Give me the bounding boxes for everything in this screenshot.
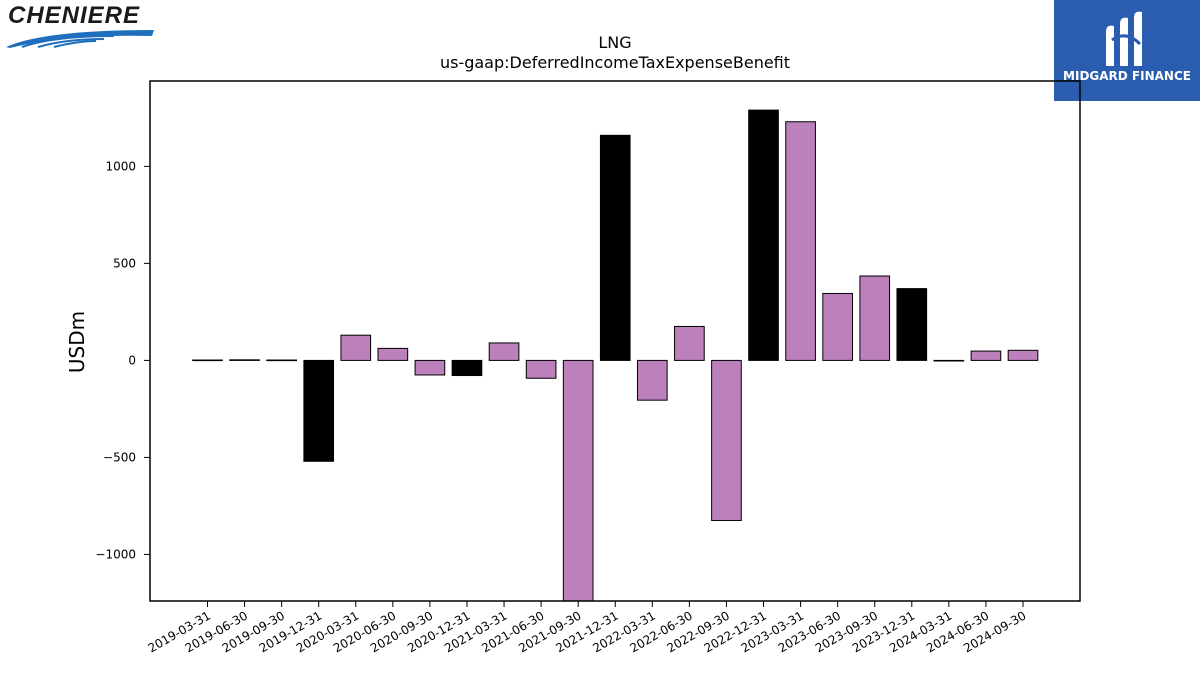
cheniere-swoosh-icon	[6, 30, 154, 48]
cheniere-logo: CHENIERE	[4, 2, 156, 52]
bar-2023-03-31	[785, 121, 816, 361]
cheniere-logo-text: CHENIERE	[8, 2, 141, 29]
y-axis-label: USDm	[65, 311, 89, 373]
bar-2020-03-31	[340, 334, 372, 361]
bar-2021-06-30	[525, 359, 557, 379]
bar-2024-03-31	[933, 359, 965, 362]
bars-group	[192, 109, 1039, 602]
bar-2019-12-31	[303, 359, 335, 462]
y-ticks-group: 1000 500 0 −500 −1000	[95, 159, 150, 561]
y-tick-label: 0	[128, 353, 136, 367]
bar-2023-09-30	[859, 275, 891, 361]
bar-2022-12-31	[748, 109, 779, 361]
y-tick-label: 1000	[105, 159, 136, 173]
bar-2024-06-30	[970, 350, 1002, 361]
chart-title: LNG	[598, 33, 631, 52]
bar-2024-09-30	[1007, 349, 1039, 361]
bar-2019-09-30	[266, 359, 297, 362]
bar-2021-09-30	[562, 359, 594, 602]
bar-2021-03-31	[488, 342, 520, 361]
y-tick-label: −500	[103, 450, 136, 464]
bar-2019-03-31	[192, 359, 223, 362]
bar-2023-12-31	[896, 288, 928, 361]
bar-2021-12-31	[599, 134, 631, 361]
bar-2020-06-30	[377, 347, 409, 361]
bar-2020-09-30	[414, 359, 446, 376]
bar-2023-06-30	[822, 292, 853, 361]
chart-subtitle: us-gaap:DeferredIncomeTaxExpenseBenefit	[440, 53, 790, 72]
plot-frame	[149, 80, 1081, 602]
x-ticks-group: 2019-03-312019-06-302019-09-302019-12-31…	[146, 601, 1029, 655]
midgard-m-icon	[1106, 11, 1142, 67]
midgard-finance-logo-text: MIDGARD FINANCE	[1063, 69, 1191, 83]
bar-2022-09-30	[711, 359, 742, 521]
y-tick-label: −1000	[95, 547, 136, 561]
bar-2019-06-30	[229, 359, 260, 361]
midgard-finance-logo: MIDGARD FINANCE	[1054, 0, 1200, 101]
bar-2022-06-30	[674, 325, 705, 361]
bar-2022-03-31	[636, 359, 668, 401]
y-tick-label: 500	[113, 256, 136, 270]
bar-2020-12-31	[451, 359, 483, 377]
